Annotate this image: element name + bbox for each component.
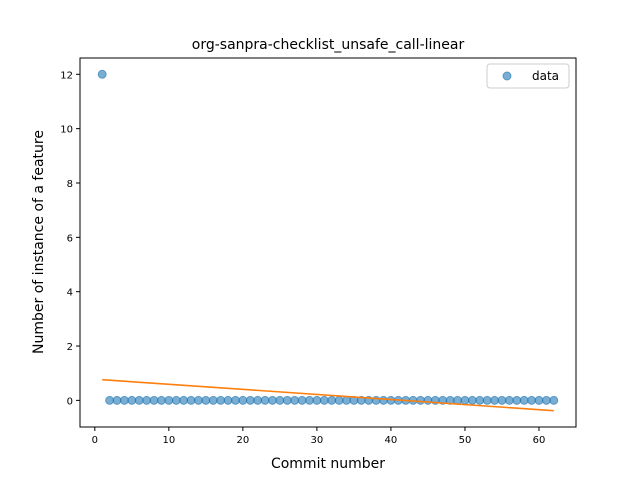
x-tick-label: 10 — [162, 435, 175, 446]
data-point — [312, 395, 322, 405]
data-point — [97, 69, 107, 79]
data-point — [245, 395, 255, 405]
data-point — [127, 395, 137, 405]
legend-box — [486, 63, 570, 89]
data-point — [253, 395, 263, 405]
y-tick-label: 4 — [67, 288, 73, 299]
data-point — [379, 395, 389, 405]
y-tick-label: 12 — [60, 70, 73, 81]
data-point — [304, 395, 314, 405]
x-tick-label: 30 — [311, 435, 324, 446]
data-point — [527, 395, 537, 405]
data-point — [156, 395, 166, 405]
chart-title: org-sanpra-checklist_unsafe_call-linear — [192, 37, 465, 53]
legend-label: data — [532, 69, 559, 83]
data-point — [297, 395, 307, 405]
plot-area — [97, 69, 559, 412]
legend-marker — [502, 71, 512, 81]
data-point — [497, 395, 507, 405]
data-point — [475, 395, 485, 405]
trend-line — [102, 378, 554, 412]
data-point — [549, 395, 559, 405]
plot-frame — [79, 57, 577, 428]
data-point — [186, 395, 196, 405]
data-point — [416, 395, 426, 405]
y-tick-label: 0 — [67, 396, 73, 407]
data-point — [193, 395, 203, 405]
data-point — [112, 395, 122, 405]
x-tick-label: 50 — [459, 435, 472, 446]
data-point — [208, 395, 218, 405]
data-point — [327, 395, 337, 405]
data-point — [319, 395, 329, 405]
data-point — [334, 395, 344, 405]
y-axis-label: Number of instance of a feature — [31, 130, 47, 354]
data-point — [282, 395, 292, 405]
data-point — [490, 395, 500, 405]
y-tick-label: 10 — [60, 125, 73, 136]
x-tick-label: 20 — [236, 435, 249, 446]
data-point — [467, 395, 477, 405]
data-point — [223, 395, 233, 405]
y-tick-label: 2 — [67, 342, 73, 353]
data-point — [512, 395, 522, 405]
y-tick-label: 6 — [67, 233, 73, 244]
x-tick-label: 60 — [533, 435, 546, 446]
data-point — [267, 395, 277, 405]
data-point — [460, 395, 470, 405]
data-point — [179, 395, 189, 405]
data-point — [342, 395, 352, 405]
x-tick-label: 0 — [92, 435, 98, 446]
data-point — [534, 395, 544, 405]
data-point — [482, 395, 492, 405]
data-point — [519, 395, 529, 405]
data-point — [275, 395, 285, 405]
x-tick-label: 40 — [385, 435, 398, 446]
data-point — [134, 395, 144, 405]
data-point — [504, 395, 514, 405]
data-point — [216, 395, 226, 405]
data-point — [230, 395, 240, 405]
data-point — [149, 395, 159, 405]
data-point — [423, 395, 433, 405]
x-axis-label: Commit number — [271, 456, 385, 472]
data-point — [164, 395, 174, 405]
legend: data — [486, 63, 570, 89]
data-point — [105, 395, 115, 405]
data-point — [541, 395, 551, 405]
data-point — [290, 395, 300, 405]
data-point — [238, 395, 248, 405]
data-point — [260, 395, 270, 405]
data-point — [201, 395, 211, 405]
data-point — [171, 395, 181, 405]
y-tick-label: 8 — [67, 179, 73, 190]
data-point — [119, 395, 129, 405]
data-point — [142, 395, 152, 405]
